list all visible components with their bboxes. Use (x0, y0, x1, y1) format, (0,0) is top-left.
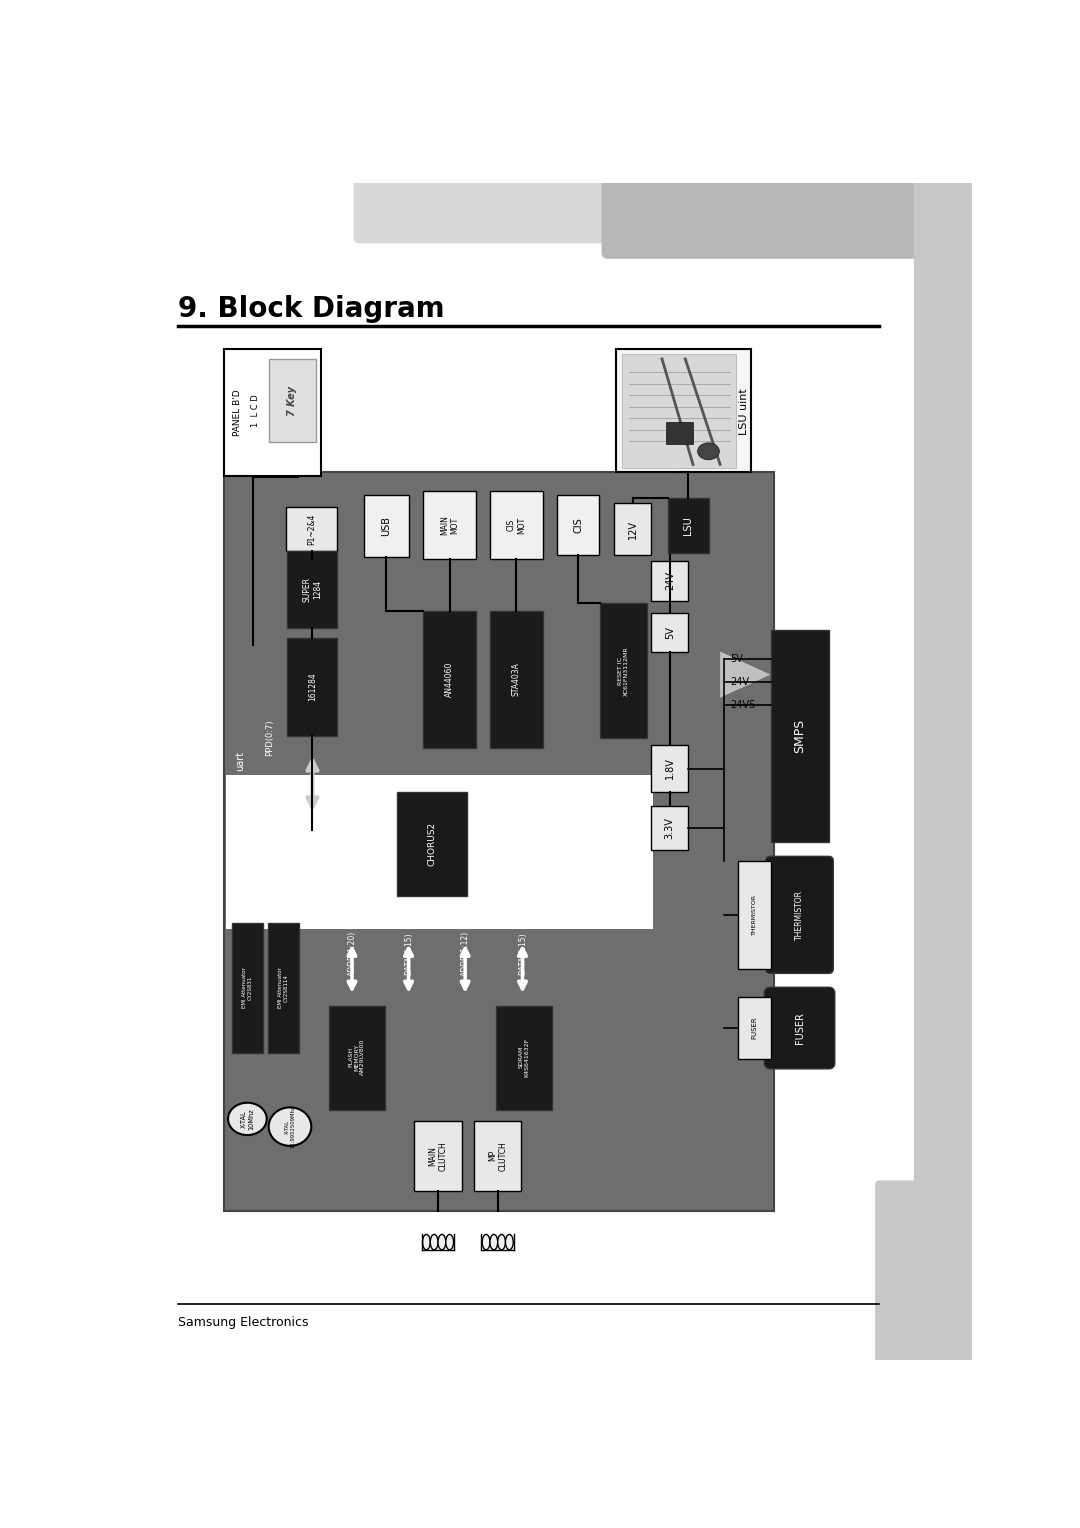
FancyBboxPatch shape (225, 472, 774, 1212)
FancyBboxPatch shape (225, 348, 321, 475)
Text: X-TAL
10Mhz: X-TAL 10Mhz (241, 1108, 254, 1129)
Text: EMI Attenuator
CY2S831: EMI Attenuator CY2S831 (242, 967, 253, 1008)
Text: MP
CLUTCH: MP CLUTCH (488, 1141, 508, 1170)
Text: 24VS: 24VS (730, 700, 755, 711)
FancyBboxPatch shape (738, 860, 770, 969)
Text: DATA(0:15): DATA(0:15) (404, 932, 413, 975)
FancyBboxPatch shape (268, 923, 299, 1053)
FancyBboxPatch shape (353, 177, 676, 243)
FancyBboxPatch shape (600, 604, 647, 738)
FancyBboxPatch shape (423, 492, 476, 559)
FancyBboxPatch shape (474, 1122, 521, 1190)
Text: SDRAM
K4S641632F: SDRAM K4S641632F (518, 1038, 529, 1077)
Text: 5V: 5V (665, 626, 675, 639)
FancyBboxPatch shape (414, 1122, 462, 1190)
FancyBboxPatch shape (770, 630, 828, 842)
Text: Samsung Electronics: Samsung Electronics (177, 1317, 308, 1329)
Text: SUPER
1284: SUPER 1284 (302, 578, 322, 602)
FancyBboxPatch shape (766, 856, 834, 973)
Text: 5V: 5V (730, 654, 743, 665)
FancyBboxPatch shape (666, 422, 693, 443)
Ellipse shape (698, 443, 719, 460)
Text: LSU: LSU (684, 516, 693, 535)
FancyBboxPatch shape (232, 923, 262, 1053)
Ellipse shape (422, 1235, 430, 1250)
FancyBboxPatch shape (286, 507, 337, 552)
Ellipse shape (438, 1235, 446, 1250)
Polygon shape (720, 651, 770, 698)
FancyBboxPatch shape (556, 495, 599, 555)
Text: EMI Attenuator
CY2S8114: EMI Attenuator CY2S8114 (279, 967, 289, 1008)
Text: CHORUS2: CHORUS2 (428, 822, 436, 866)
FancyBboxPatch shape (651, 561, 688, 601)
FancyBboxPatch shape (651, 805, 688, 850)
Ellipse shape (498, 1235, 505, 1250)
FancyBboxPatch shape (622, 354, 737, 468)
FancyBboxPatch shape (397, 792, 467, 895)
Ellipse shape (430, 1235, 438, 1250)
FancyBboxPatch shape (738, 998, 770, 1059)
Text: THERMISTOR: THERMISTOR (752, 894, 757, 935)
Text: MAIN
MOT: MAIN MOT (440, 515, 459, 535)
Text: USB: USB (381, 516, 391, 536)
Text: 1.8V: 1.8V (665, 758, 675, 779)
Text: FLASH
MEMORY
AM29LV800: FLASH MEMORY AM29LV800 (349, 1039, 365, 1076)
Ellipse shape (490, 1235, 498, 1250)
Text: PANEL B'D: PANEL B'D (233, 390, 242, 435)
Text: MAIN
CLUTCH: MAIN CLUTCH (429, 1141, 448, 1170)
Text: 1  L C D: 1 L C D (251, 394, 259, 426)
Text: P1~2&4: P1~2&4 (307, 513, 316, 545)
FancyBboxPatch shape (364, 495, 408, 556)
FancyBboxPatch shape (651, 613, 688, 651)
Ellipse shape (269, 1108, 311, 1146)
Text: 24V: 24V (730, 677, 750, 688)
Text: X-TAL
12.9952509Mhz: X-TAL 12.9952509Mhz (285, 1105, 296, 1148)
Text: ADDR(1:12): ADDR(1:12) (461, 931, 470, 976)
FancyBboxPatch shape (914, 179, 984, 1227)
Ellipse shape (505, 1235, 513, 1250)
Text: AN44060: AN44060 (445, 662, 455, 697)
Text: CIS
MOT: CIS MOT (507, 516, 526, 533)
FancyBboxPatch shape (613, 503, 651, 555)
Text: DATA(0:15): DATA(0:15) (518, 932, 527, 975)
Text: RESET IC
XC61FN3112MR: RESET IC XC61FN3112MR (618, 646, 629, 695)
Text: 3.3V: 3.3V (665, 817, 675, 839)
Text: LSU uint: LSU uint (739, 388, 750, 434)
Text: 7 Key: 7 Key (287, 387, 297, 416)
FancyBboxPatch shape (227, 775, 652, 929)
Text: ADDR(1:20): ADDR(1:20) (348, 931, 356, 976)
Text: uart: uart (234, 750, 245, 772)
Ellipse shape (482, 1235, 490, 1250)
FancyBboxPatch shape (490, 492, 542, 559)
Text: SMPS: SMPS (794, 720, 807, 753)
Text: 12V: 12V (627, 520, 637, 538)
Text: FUSER: FUSER (752, 1016, 757, 1039)
FancyBboxPatch shape (602, 177, 978, 258)
Text: THERMISTOR: THERMISTOR (796, 889, 805, 940)
FancyBboxPatch shape (423, 611, 476, 747)
FancyBboxPatch shape (269, 359, 315, 442)
Text: FUSER: FUSER (795, 1012, 805, 1044)
FancyBboxPatch shape (328, 1005, 384, 1109)
FancyBboxPatch shape (669, 498, 708, 553)
Ellipse shape (228, 1103, 267, 1135)
Text: CIS: CIS (573, 518, 583, 533)
Ellipse shape (446, 1235, 454, 1250)
FancyBboxPatch shape (287, 552, 337, 628)
FancyBboxPatch shape (616, 348, 751, 472)
Text: 161284: 161284 (308, 672, 316, 701)
FancyBboxPatch shape (651, 746, 688, 792)
FancyBboxPatch shape (875, 1181, 976, 1365)
FancyBboxPatch shape (496, 1005, 552, 1109)
Text: STA403A: STA403A (512, 662, 521, 697)
FancyBboxPatch shape (490, 611, 542, 747)
Text: 24V: 24V (665, 571, 675, 590)
Text: 9. Block Diagram: 9. Block Diagram (177, 295, 444, 322)
Text: PPD(0:7): PPD(0:7) (266, 720, 274, 756)
FancyBboxPatch shape (765, 987, 835, 1070)
FancyBboxPatch shape (287, 637, 337, 736)
